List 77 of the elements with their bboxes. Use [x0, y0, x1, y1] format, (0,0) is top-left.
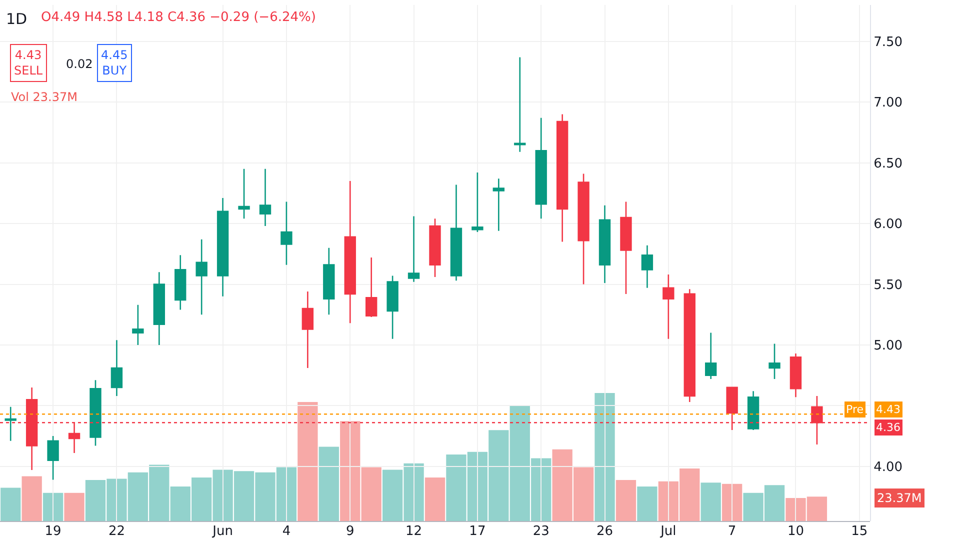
bar — [424, 477, 446, 521]
candlestick — [705, 332, 717, 380]
y-tick-label: 5.00 — [874, 338, 903, 354]
candlestick — [132, 304, 144, 346]
x-tick-label: Jul — [660, 524, 676, 539]
bar — [637, 486, 658, 521]
y-tick-label: 6.00 — [874, 217, 903, 232]
candlestick — [535, 117, 547, 220]
candlestick — [344, 180, 356, 324]
x-tick-label: 7 — [728, 524, 736, 539]
y-tick-label: 7.00 — [874, 96, 903, 111]
bar — [0, 488, 21, 521]
y-tick-label: 7.50 — [874, 34, 903, 50]
candlestick — [620, 201, 632, 295]
annotation: 4.43 SELL — [14, 48, 43, 78]
candlestick — [259, 168, 272, 227]
x-tick-label: 23 — [532, 524, 550, 539]
annotation: Vol 23.37M — [11, 90, 78, 104]
candlestick — [492, 178, 505, 232]
candlestick — [153, 271, 165, 346]
candlestick — [641, 244, 654, 289]
bar — [22, 476, 42, 521]
candlestick — [47, 435, 59, 480]
candlestick — [598, 204, 611, 284]
x-tick-label: 26 — [596, 524, 614, 539]
candlestick — [768, 343, 780, 380]
candlestick — [472, 172, 484, 233]
x-tick-label: 17 — [469, 524, 486, 539]
candlestick — [196, 238, 208, 316]
y-tick-label: 5.50 — [874, 278, 903, 293]
y-tick-label: 6.50 — [874, 156, 903, 172]
candlestick — [450, 184, 462, 282]
candlestick — [174, 254, 186, 310]
bar — [616, 480, 636, 521]
x-tick-label: 4 — [282, 524, 291, 539]
candlestick — [684, 288, 696, 403]
bar — [298, 402, 318, 521]
annotation: 0.02 — [66, 57, 93, 71]
candlestick — [408, 216, 420, 282]
candlestick — [747, 390, 760, 431]
x-tick-label: 15 — [851, 524, 868, 539]
candlestick — [323, 247, 335, 316]
candlestick — [90, 380, 102, 446]
text: 23.37M — [877, 491, 922, 505]
candlestick — [386, 275, 398, 340]
candlestick — [365, 256, 378, 318]
candlestick — [556, 114, 568, 242]
chart-subtitle: O4.49 H4.58 L4.18 C4.36 −0.29 (−6.24%) — [41, 10, 316, 25]
candlestick — [110, 339, 123, 397]
candlestick — [662, 274, 674, 340]
candlestick — [4, 406, 16, 442]
x-tick-label: Jun — [212, 524, 233, 539]
x-tick-label: 22 — [108, 524, 125, 539]
bar — [722, 484, 742, 521]
candlestick — [578, 173, 590, 285]
x-tick-label: 12 — [406, 524, 422, 539]
chart-title: 1D — [6, 10, 28, 28]
x-tick-label: 19 — [44, 524, 62, 539]
candlestick — [216, 197, 229, 298]
candlestick — [790, 352, 802, 398]
candlestick — [429, 218, 441, 278]
x-tick-label: 10 — [787, 524, 804, 539]
x-tick-label: 9 — [346, 524, 354, 539]
bar — [318, 446, 339, 521]
bar — [594, 393, 615, 521]
annotation: Pre — [846, 403, 864, 416]
bar — [64, 492, 84, 521]
candlestick — [302, 290, 314, 369]
bar — [700, 482, 721, 521]
y-tick-label: 4.00 — [874, 460, 903, 475]
candlestick — [238, 168, 250, 220]
ref-line-label: 4.43 — [876, 403, 900, 416]
annotation: 4.45 BUY — [101, 48, 128, 78]
candlestick — [514, 56, 526, 153]
candlestick — [280, 201, 292, 266]
bar — [42, 492, 64, 521]
ref-line-label: 4.36 — [876, 421, 900, 434]
